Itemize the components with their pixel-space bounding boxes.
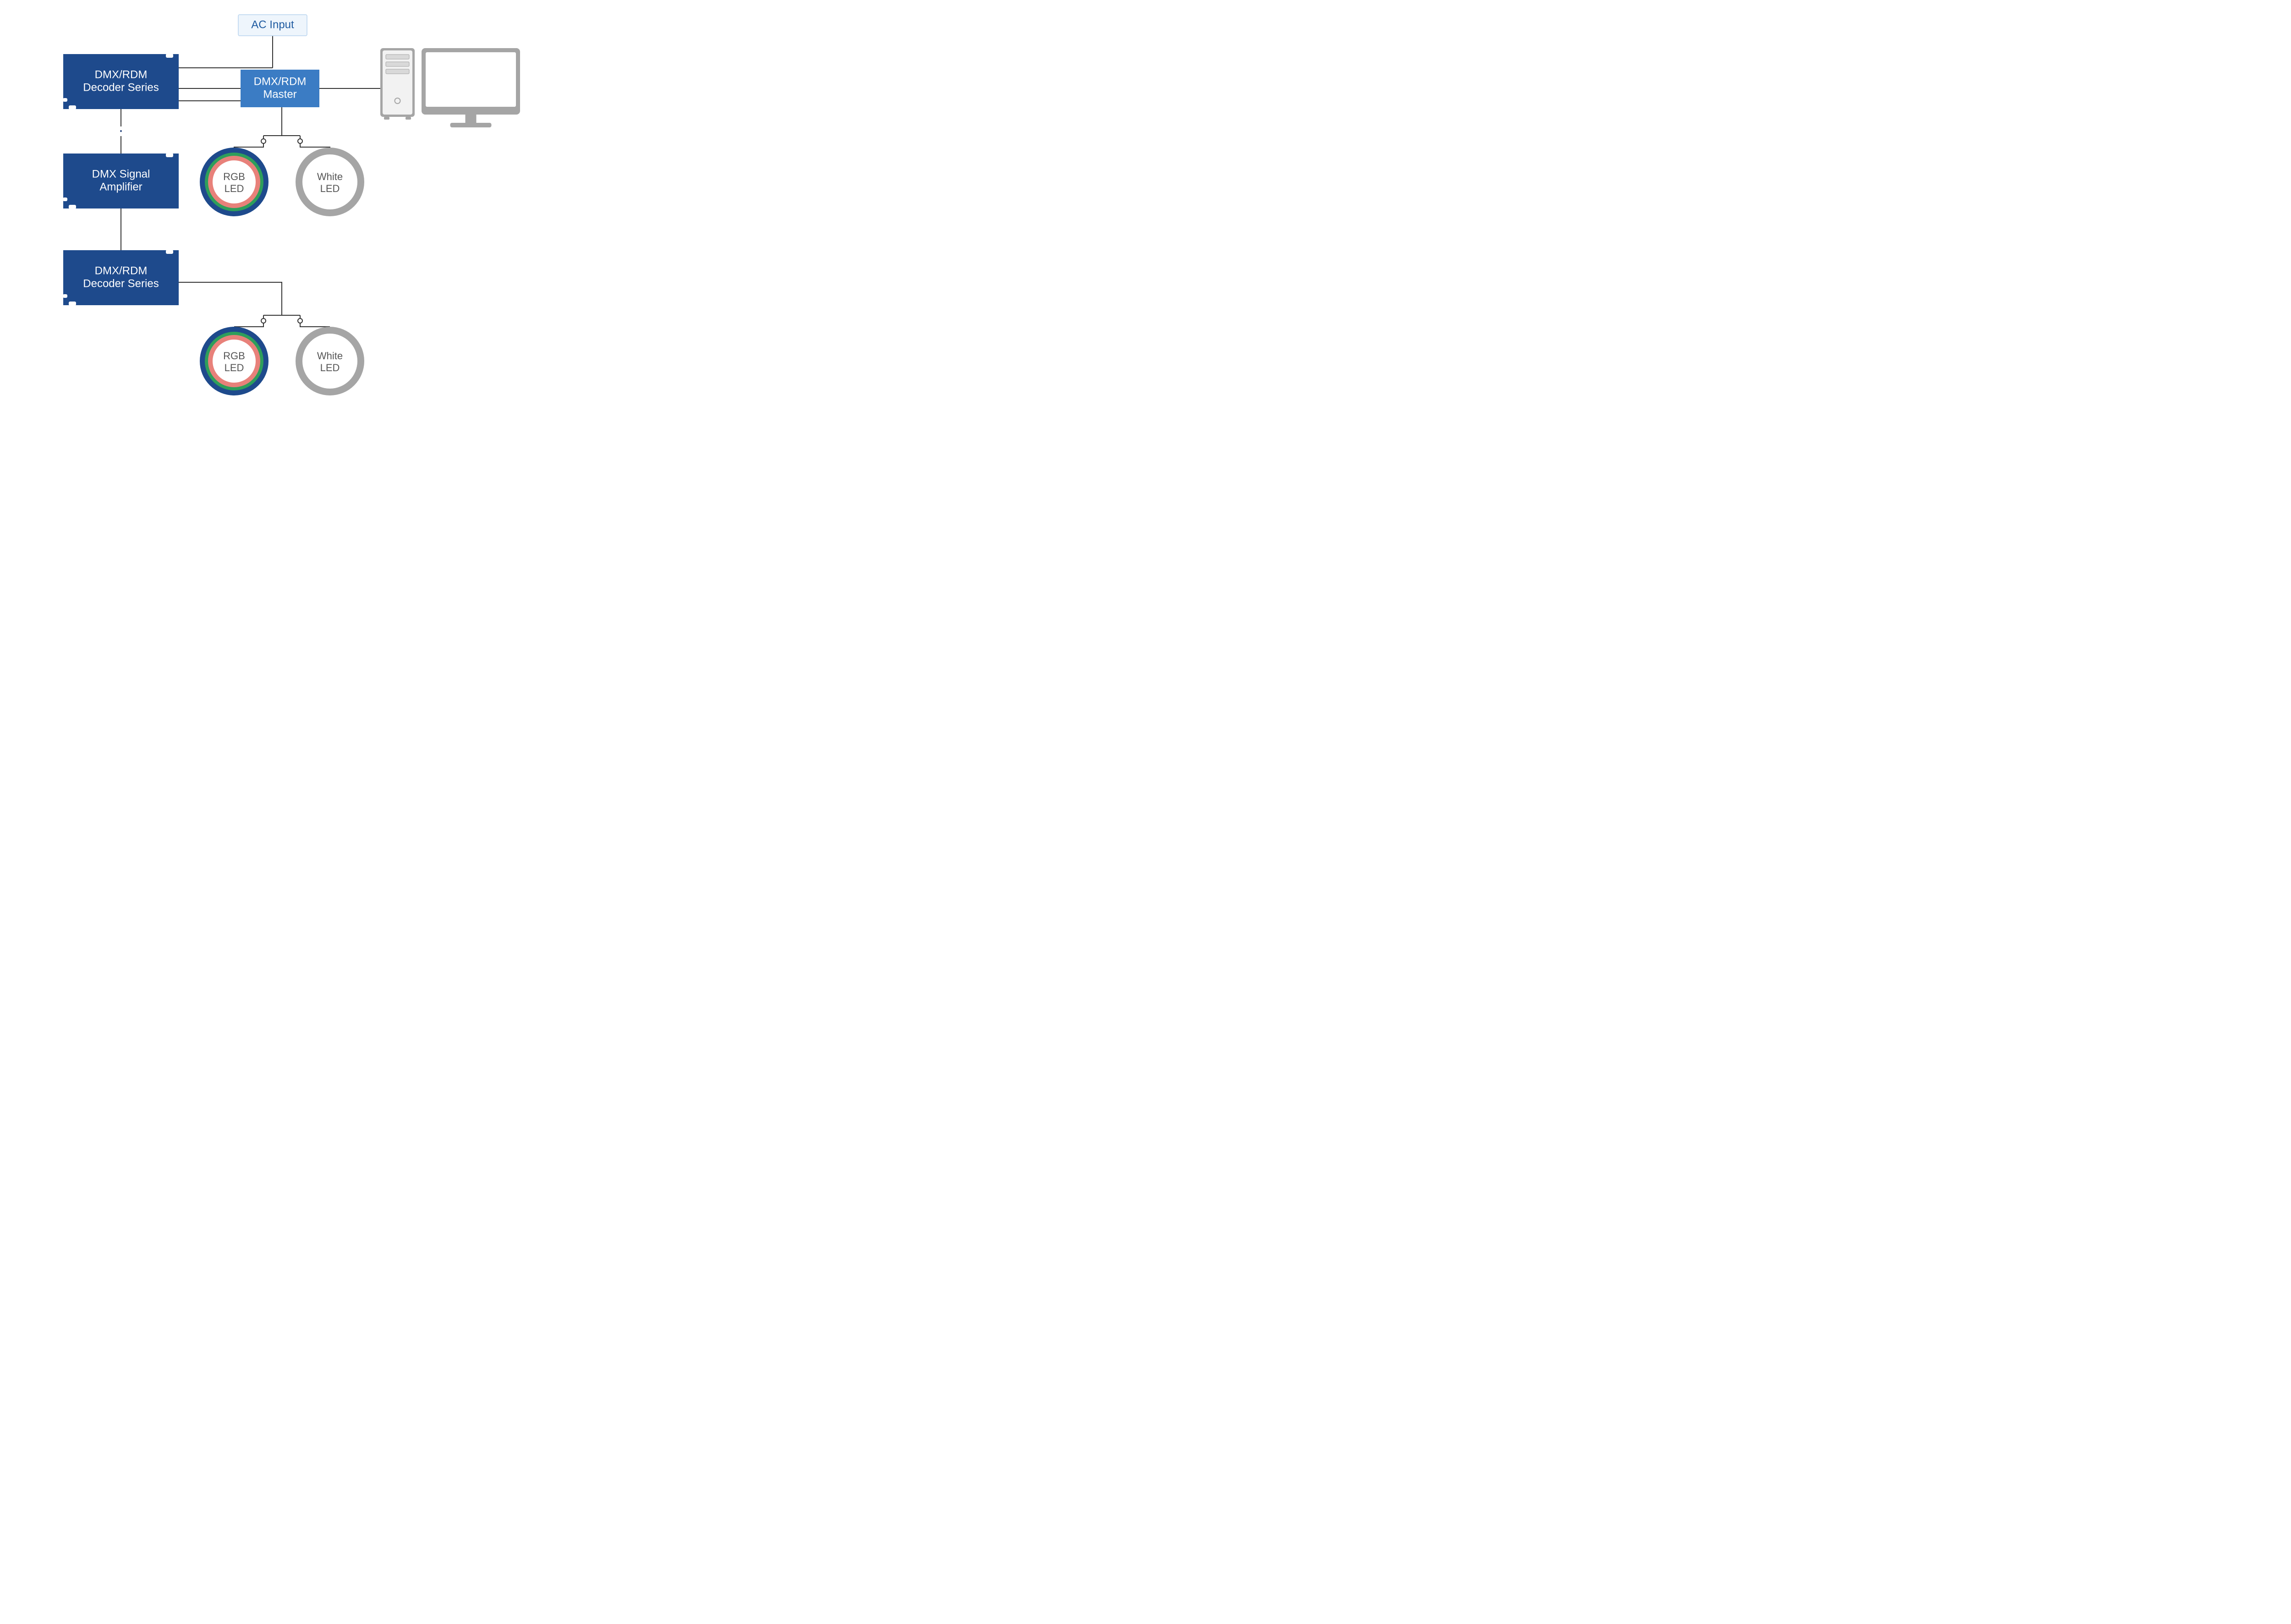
wire: [179, 282, 282, 315]
label: DMX Signal: [92, 168, 150, 180]
label: AC Input: [251, 18, 294, 31]
svg-text:LED: LED: [225, 362, 244, 373]
svg-text:RGB: RGB: [223, 171, 245, 182]
label: DMX/RDM: [254, 75, 307, 88]
svg-text:LED: LED: [320, 362, 340, 373]
label: Amplifier: [99, 181, 142, 193]
wire: [234, 323, 263, 327]
label: DMX/RDM: [95, 68, 148, 81]
wire: [300, 143, 330, 148]
svg-text:LED: LED: [320, 183, 340, 194]
wire: [234, 143, 263, 148]
wire: [300, 323, 330, 327]
label: Decoder Series: [83, 277, 159, 290]
svg-text:White: White: [317, 350, 343, 362]
dmx-diagram: AC InputDMX/RDMDecoder SeriesDMX/RDMMast…: [0, 0, 609, 406]
label: Decoder Series: [83, 81, 159, 93]
svg-text:RGB: RGB: [223, 350, 245, 362]
svg-text:White: White: [317, 171, 343, 182]
svg-text:LED: LED: [225, 183, 244, 194]
label: Master: [263, 88, 296, 100]
label: DMX/RDM: [95, 264, 148, 277]
